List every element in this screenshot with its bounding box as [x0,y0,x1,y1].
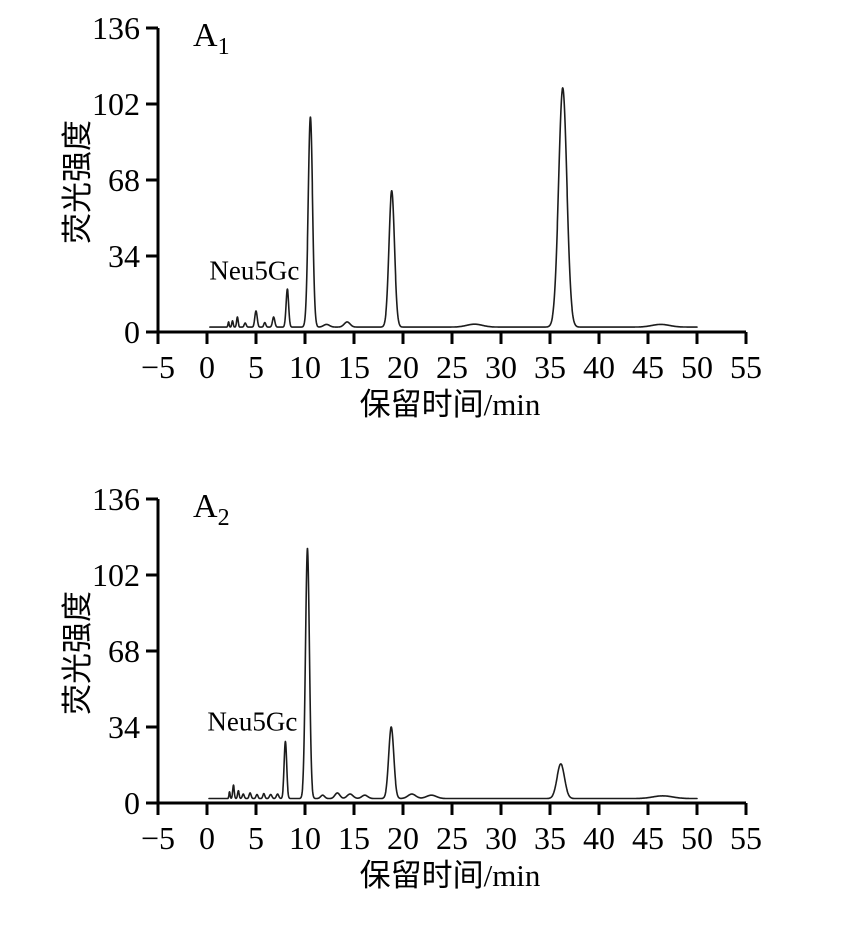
x-tick-label: 20 [387,349,419,385]
x-tick-label: 50 [681,820,713,856]
y-axis-title: 荧光强度 [60,120,95,244]
x-tick-label: −5 [141,820,175,856]
y-tick-label: 68 [108,633,140,669]
y-tick-label: 136 [92,10,140,46]
panel-label-main: A [193,17,218,54]
x-tick-label: 40 [583,349,615,385]
panel-label-main: A [193,488,218,525]
y-tick-label: 136 [92,481,140,517]
x-tick-label: 10 [289,820,321,856]
x-tick-label: 10 [289,349,321,385]
x-tick-label: 5 [248,349,264,385]
x-tick-label: 5 [248,820,264,856]
x-tick-label: 0 [199,820,215,856]
x-tick-label: 30 [485,820,517,856]
peak-annotation-neu5gc: Neu5Gc [207,706,297,736]
y-tick-label: 0 [124,314,140,350]
panel-label: A1 [193,17,230,60]
x-tick-label: 0 [199,349,215,385]
x-tick-label: 55 [730,349,762,385]
x-tick-label: 50 [681,349,713,385]
x-tick-label: 45 [632,820,664,856]
chromatogram-trace [208,547,698,800]
y-tick-label: 68 [108,162,140,198]
x-axis-title: 保留时间/min [360,858,541,893]
x-tick-label: 20 [387,820,419,856]
x-tick-label: −5 [141,349,175,385]
y-tick-label: 34 [108,709,140,745]
x-tick-label: 30 [485,349,517,385]
y-tick-label: 0 [124,785,140,821]
peak-annotation-neu5gc: Neu5Gc [209,256,299,286]
x-tick-label: 55 [730,820,762,856]
x-tick-label: 15 [338,349,370,385]
x-tick-label: 40 [583,820,615,856]
x-axis-title: 保留时间/min [360,387,541,422]
x-tick-label: 15 [338,820,370,856]
y-tick-label: 102 [92,86,140,122]
x-tick-label: 25 [436,349,468,385]
x-tick-label: 45 [632,349,664,385]
panel-label-subscript: 2 [218,505,230,531]
x-tick-label: 35 [534,349,566,385]
panel-label: A2 [193,488,230,531]
panel-label-subscript: 1 [218,34,230,60]
y-tick-label: 34 [108,238,140,274]
y-axis-title: 荧光强度 [60,591,95,715]
x-tick-label: 25 [436,820,468,856]
x-tick-label: 35 [534,820,566,856]
y-tick-label: 102 [92,557,140,593]
chromatogram-trace [209,87,698,328]
